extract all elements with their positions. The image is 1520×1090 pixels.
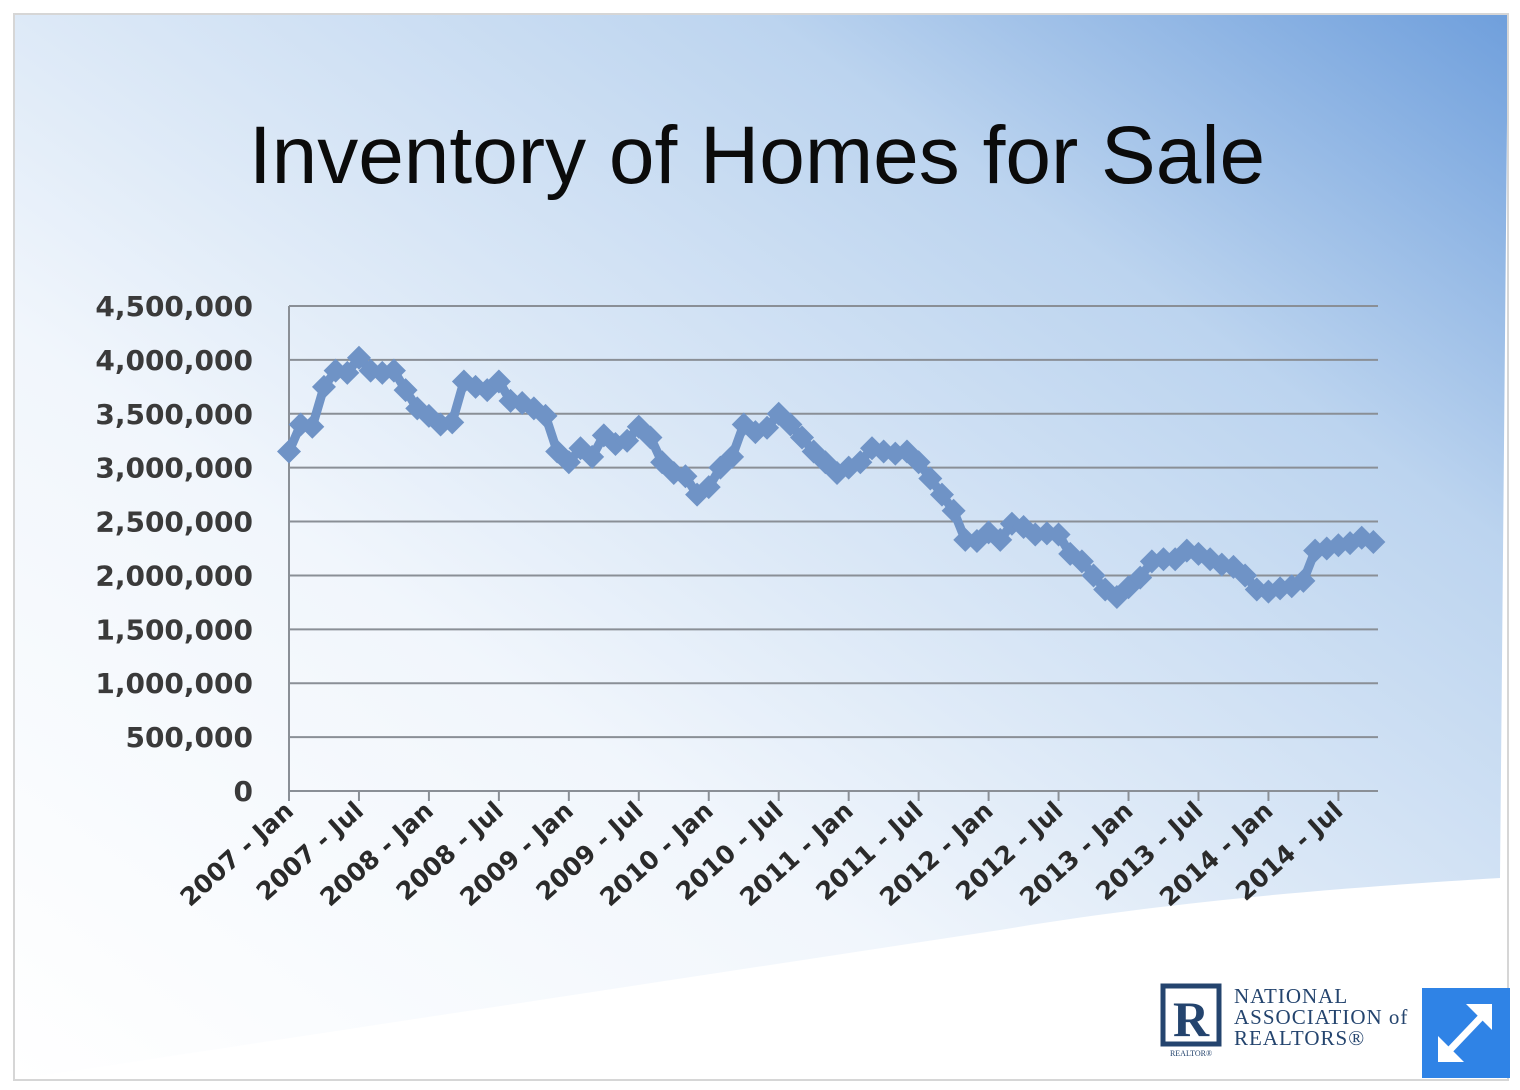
y-tick-label: 3,500,000 <box>95 398 253 431</box>
data-point <box>615 428 640 453</box>
y-tick-label: 500,000 <box>125 721 253 754</box>
chart-title: Inventory of Homes for Sale <box>249 110 1265 201</box>
data-point <box>988 527 1013 552</box>
y-tick-label: 2,500,000 <box>95 506 253 539</box>
data-point <box>300 414 325 439</box>
data-point <box>556 450 581 475</box>
data-point <box>277 439 301 464</box>
y-tick-label: 1,000,000 <box>95 667 253 700</box>
data-point <box>696 475 721 500</box>
nar-logo-mark <box>1160 983 1222 1047</box>
expand-arrows-icon <box>1438 1004 1492 1062</box>
series-line <box>277 345 1386 609</box>
nar-logo: R REALTOR® NATIONAL ASSOCIATION of REALT… <box>1160 983 1408 1058</box>
data-point <box>929 482 954 507</box>
data-point <box>790 425 815 450</box>
x-axis <box>288 306 1378 801</box>
data-point <box>720 444 745 469</box>
data-point <box>941 498 966 523</box>
data-point <box>1128 565 1153 590</box>
y-tick-label: 4,500,000 <box>95 290 253 323</box>
data-point <box>1046 522 1071 547</box>
data-point <box>381 358 406 383</box>
y-tick-label: 2,000,000 <box>95 559 253 592</box>
y-tick-label: 0 <box>234 775 253 808</box>
data-point <box>848 450 873 475</box>
data-point <box>906 450 931 475</box>
data-point <box>1081 563 1106 588</box>
data-point <box>346 345 371 370</box>
data-point <box>311 374 336 399</box>
nar-logo-line2: ASSOCIATION of <box>1234 1005 1408 1029</box>
nar-logo-line3: REALTORS® <box>1234 1026 1365 1050</box>
data-point <box>638 425 663 450</box>
data-point <box>673 464 698 489</box>
nar-logo-line1: NATIONAL <box>1234 984 1348 1008</box>
data-point <box>486 369 511 394</box>
data-point <box>1361 530 1386 555</box>
data-point <box>580 444 605 469</box>
y-tick-label: 1,500,000 <box>95 613 253 646</box>
data-point <box>918 466 943 491</box>
nar-logo-mark-sub: REALTOR® <box>1170 1049 1212 1058</box>
data-point <box>1291 568 1316 593</box>
data-point <box>440 410 465 435</box>
y-tick-label: 3,000,000 <box>95 452 253 485</box>
data-point <box>1069 549 1094 574</box>
data-point <box>335 360 360 385</box>
data-point <box>778 412 803 437</box>
data-point <box>393 378 418 403</box>
expand-button[interactable] <box>1422 988 1510 1078</box>
slide-background <box>14 14 1508 1080</box>
slide-border <box>13 13 1509 1081</box>
data-point <box>1233 563 1258 588</box>
data-point <box>533 403 558 428</box>
nar-logo-letter: R <box>1173 991 1210 1047</box>
y-axis-ticks: 0 500,000 1,000,000 1,500,000 2,000,000 2,500… <box>95 290 253 808</box>
data-point <box>755 415 780 440</box>
y-tick-label: 4,000,000 <box>95 344 253 377</box>
